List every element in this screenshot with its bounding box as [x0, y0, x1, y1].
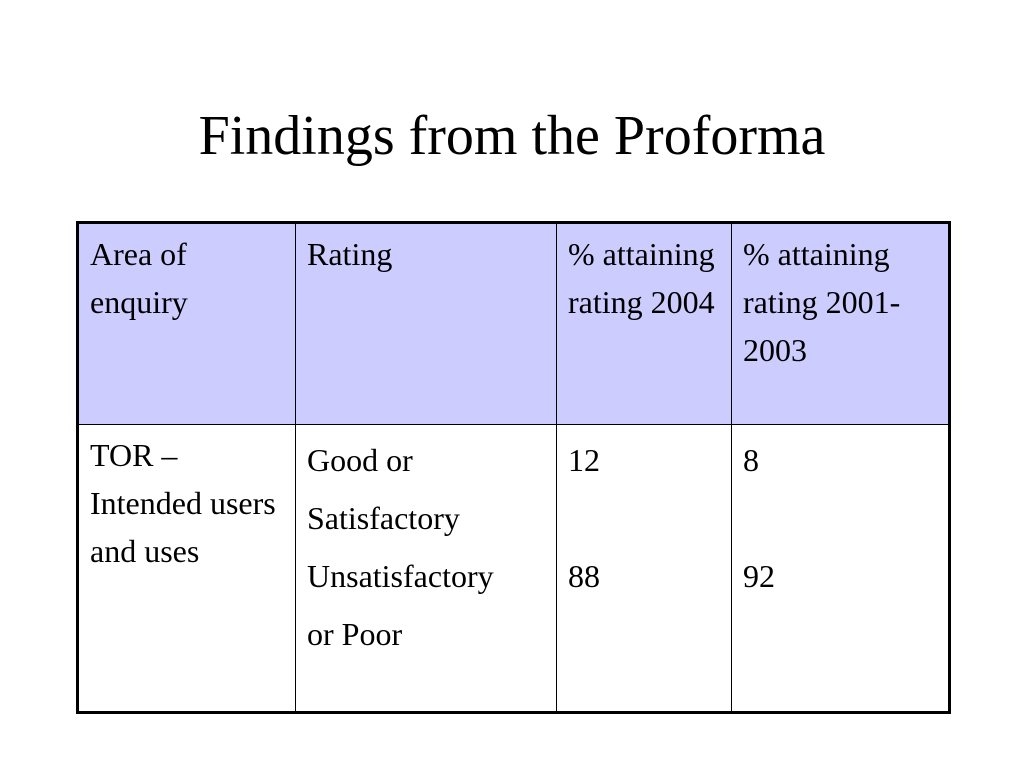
header-area-of-enquiry: Area of enquiry: [77, 222, 296, 425]
cell-area-of-enquiry: TOR – Intended users and uses: [77, 424, 296, 713]
rating-line: Good or: [307, 442, 413, 478]
rating-line: or Poor: [307, 616, 403, 652]
header-percent-2001-2003: % attaining rating 2001-2003: [731, 222, 950, 425]
findings-table: Area of enquiry Rating % attaining ratin…: [76, 221, 951, 714]
cell-percent-2004: 12 88: [556, 424, 732, 713]
header-percent-2004: % attaining rating 2004: [556, 222, 732, 425]
rating-line: Unsatisfactory: [307, 558, 494, 594]
table-row: TOR – Intended users and uses Good or Sa…: [77, 424, 950, 713]
rating-line: Satisfactory: [307, 500, 460, 536]
table-header-row: Area of enquiry Rating % attaining ratin…: [77, 222, 950, 425]
value-good-2004: 12: [568, 442, 600, 478]
value-unsatisfactory-2004: 88: [568, 558, 600, 594]
slide-title: Findings from the Proforma: [198, 105, 826, 167]
value-good-2001-2003: 8: [743, 442, 759, 478]
cell-percent-2001-2003: 8 92: [731, 424, 950, 713]
value-unsatisfactory-2001-2003: 92: [743, 558, 775, 594]
header-rating: Rating: [295, 222, 557, 425]
cell-rating: Good or Satisfactory Unsatisfactory or P…: [295, 424, 557, 713]
